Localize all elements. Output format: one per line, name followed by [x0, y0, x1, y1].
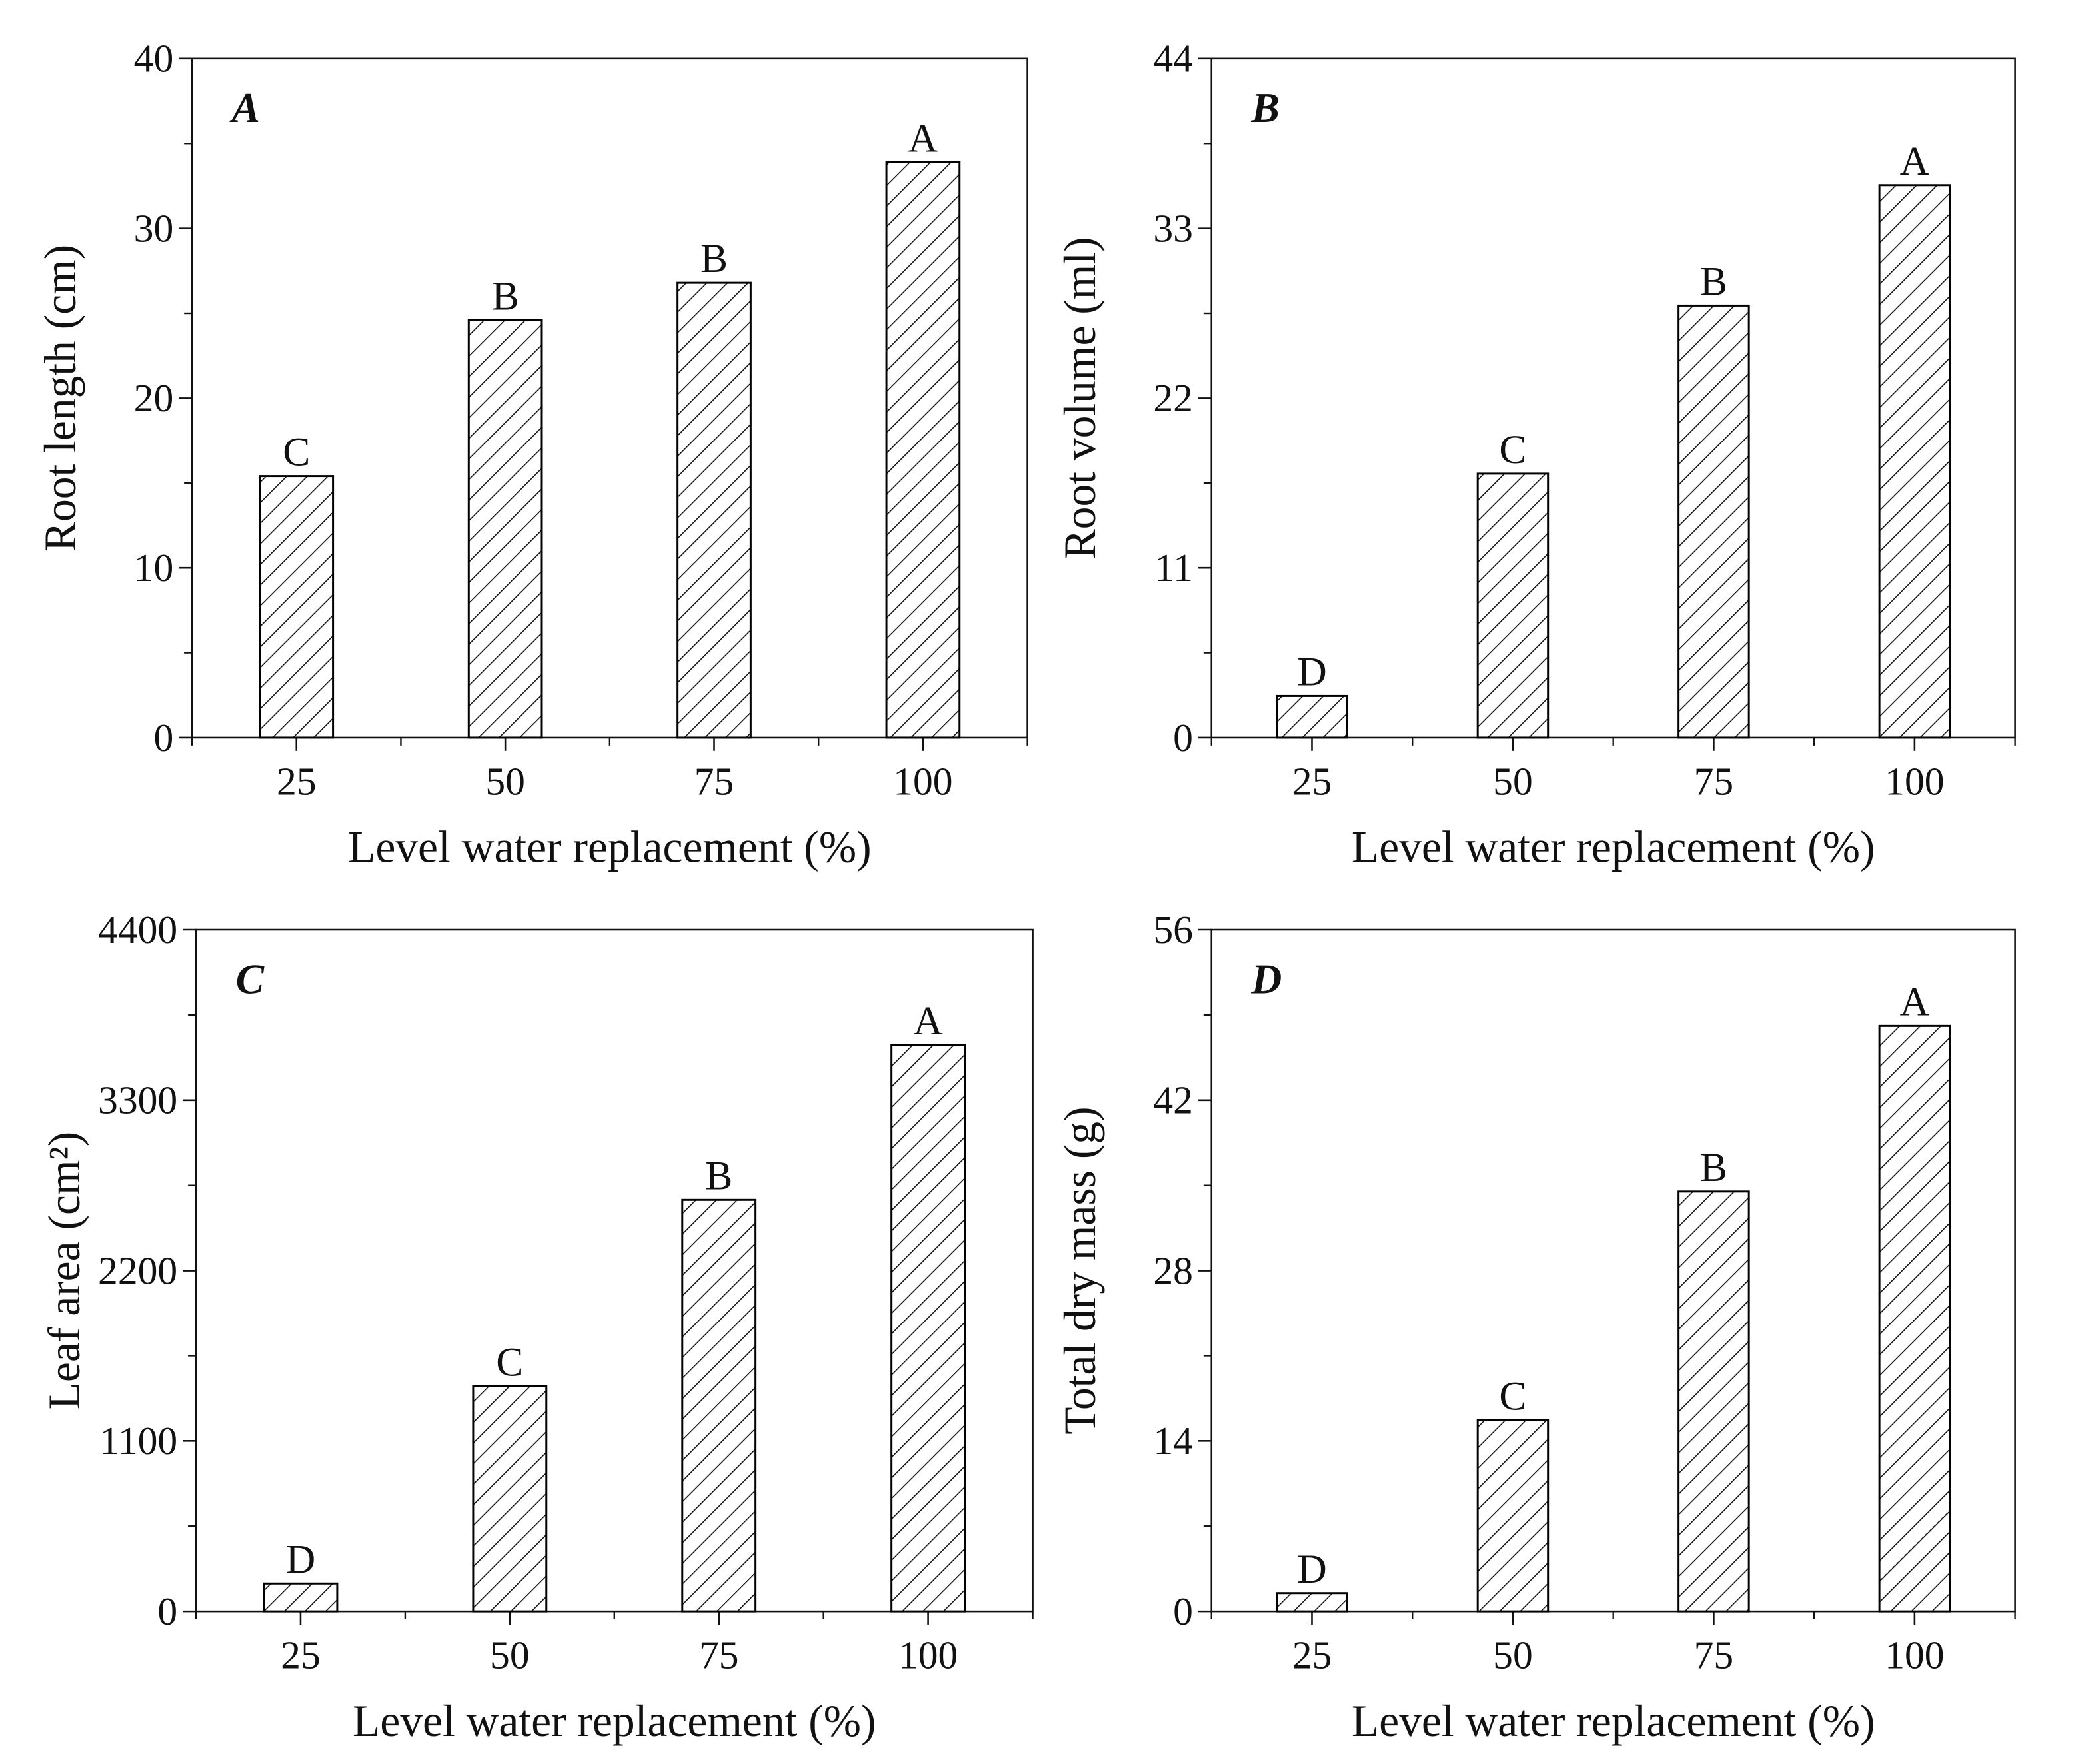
x-axis-title: Level water replacement (%)	[1352, 822, 1875, 872]
y-tick-label: 28	[1153, 1248, 1193, 1292]
panel-label: C	[236, 955, 265, 1002]
y-tick-label: 56	[1153, 908, 1193, 952]
bar	[1878, 184, 1951, 739]
y-tick-label: 10	[134, 546, 174, 590]
bar-annotation: C	[496, 1340, 523, 1385]
bar	[1276, 1592, 1348, 1613]
y-axis-title: Root volume (ml)	[1055, 237, 1105, 559]
bar	[1476, 472, 1550, 739]
y-tick-label: 0	[153, 716, 173, 760]
y-tick-label: 30	[134, 206, 174, 250]
panel-label: D	[1250, 955, 1282, 1002]
x-axis-title: Level water replacement (%)	[348, 822, 872, 872]
x-tick-label: 100	[1885, 1633, 1944, 1677]
x-tick-label: 50	[1493, 759, 1533, 803]
bar-annotation: C	[1499, 1373, 1526, 1419]
y-tick-label: 0	[157, 1589, 177, 1633]
bar	[890, 1044, 966, 1613]
bar-annotation: D	[1297, 650, 1326, 695]
bar	[472, 1385, 548, 1613]
panel-label: B	[1250, 84, 1279, 131]
y-axis-title: Root length (cm)	[35, 245, 85, 552]
y-tick-label: 1100	[99, 1419, 177, 1463]
y-tick-label: 42	[1153, 1078, 1193, 1122]
bar-annotation: A	[1900, 979, 1930, 1024]
y-tick-label: 44	[1153, 37, 1193, 81]
bar-annotation: C	[283, 430, 310, 475]
bar	[1276, 694, 1348, 739]
bar-annotation: D	[286, 1537, 315, 1582]
bar-annotation: A	[1900, 139, 1930, 184]
bar	[467, 319, 543, 739]
y-axis-title: Leaf area (cm²)	[39, 1132, 89, 1410]
x-tick-label: 100	[893, 759, 952, 803]
x-tick-label: 75	[1694, 759, 1734, 803]
bar	[676, 281, 752, 739]
bar-annotation: D	[1297, 1547, 1326, 1592]
bar	[1677, 304, 1750, 739]
x-tick-label: 25	[1292, 1633, 1332, 1677]
bar-annotation: C	[1499, 427, 1526, 472]
x-axis-title: Level water replacement (%)	[353, 1696, 876, 1746]
bar-annotation: B	[1700, 1145, 1727, 1190]
y-tick-label: 3300	[98, 1078, 177, 1122]
bar	[263, 1582, 339, 1613]
bar-annotation: B	[700, 236, 728, 281]
bar	[1878, 1024, 1951, 1613]
bar-annotation: B	[1700, 259, 1727, 305]
x-tick-label: 100	[1885, 759, 1944, 803]
bar	[259, 475, 335, 739]
bar-annotation: A	[913, 998, 943, 1044]
y-tick-label: 11	[1155, 546, 1193, 590]
x-tick-label: 50	[490, 1633, 530, 1677]
bar-annotation: B	[492, 273, 519, 319]
y-tick-label: 33	[1153, 206, 1193, 250]
y-tick-label: 4400	[98, 908, 177, 952]
y-axis-title: Total dry mass (g)	[1055, 1106, 1105, 1434]
y-tick-label: 0	[1173, 1589, 1193, 1633]
bar-annotation: B	[705, 1153, 732, 1198]
bar	[885, 161, 961, 739]
bar-annotation: A	[908, 115, 938, 161]
x-tick-label: 75	[699, 1633, 739, 1677]
x-tick-label: 75	[1694, 1633, 1734, 1677]
x-tick-label: 50	[485, 759, 525, 803]
x-tick-label: 50	[1493, 1633, 1533, 1677]
x-tick-label: 100	[898, 1633, 958, 1677]
bar	[1476, 1419, 1550, 1613]
x-tick-label: 25	[277, 759, 317, 803]
x-axis-title: Level water replacement (%)	[1352, 1696, 1875, 1746]
x-tick-label: 75	[694, 759, 734, 803]
y-tick-label: 14	[1153, 1419, 1193, 1463]
y-tick-label: 2200	[98, 1248, 177, 1292]
y-tick-label: 20	[134, 376, 174, 420]
y-tick-label: 40	[134, 37, 174, 81]
y-tick-label: 22	[1153, 376, 1193, 420]
y-tick-label: 0	[1173, 716, 1193, 760]
x-tick-label: 25	[281, 1633, 321, 1677]
panel-label: A	[229, 84, 260, 131]
bar	[1677, 1190, 1750, 1613]
bar	[681, 1198, 757, 1613]
x-tick-label: 25	[1292, 759, 1332, 803]
